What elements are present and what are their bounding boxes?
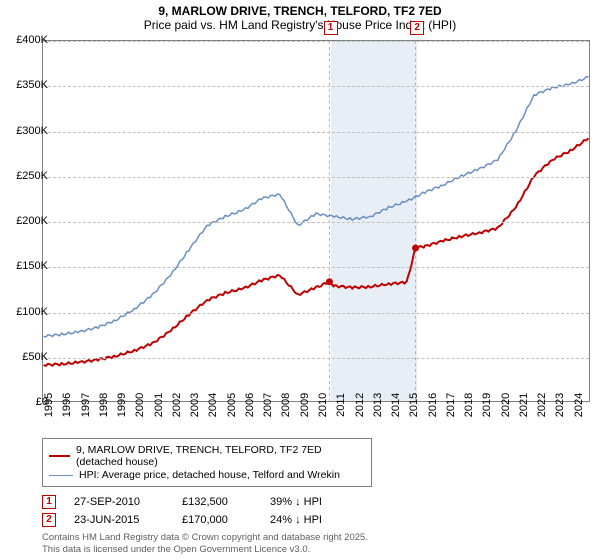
gridline-h (43, 132, 589, 133)
y-tick-label: £0 (6, 396, 48, 408)
x-tick-label: 1998 (98, 393, 110, 417)
point-date: 23-JUN-2015 (74, 514, 164, 526)
x-tick-label: 2000 (134, 393, 146, 417)
x-tick-label: 2021 (518, 393, 530, 417)
y-tick-label: £400K (6, 34, 48, 46)
gridline-h (43, 222, 589, 223)
x-tick-label: 2016 (427, 393, 439, 417)
point-price: £132,500 (182, 496, 252, 508)
x-tick-label: 2006 (244, 393, 256, 417)
x-tick-label: 2015 (408, 393, 420, 417)
x-tick-label: 2017 (445, 393, 457, 417)
x-tick-label: 2023 (554, 393, 566, 417)
marker-label: 2 (410, 21, 424, 35)
legend-row: HPI: Average price, detached house, Telf… (49, 469, 365, 481)
x-tick-label: 2002 (171, 393, 183, 417)
footer-line2: This data is licensed under the Open Gov… (42, 544, 368, 556)
legend-line-swatch (49, 455, 70, 457)
gridline-h (43, 358, 589, 359)
x-tick-label: 2022 (536, 393, 548, 417)
y-tick-label: £250K (6, 170, 48, 182)
series-line (44, 77, 589, 337)
gridline-h (43, 267, 589, 268)
point-row: 2 23-JUN-2015 £170,000 24% ↓ HPI (42, 511, 590, 529)
y-tick-label: £350K (6, 79, 48, 91)
plot-svg (43, 41, 589, 401)
legend-line-swatch (49, 475, 73, 476)
x-tick-label: 2003 (189, 393, 201, 417)
legend-row: 9, MARLOW DRIVE, TRENCH, TELFORD, TF2 7E… (49, 444, 365, 468)
series-line (44, 138, 589, 366)
x-tick-label: 2010 (317, 393, 329, 417)
legend-label: HPI: Average price, detached house, Telf… (79, 469, 340, 481)
chart-title: 9, MARLOW DRIVE, TRENCH, TELFORD, TF2 7E… (0, 0, 600, 34)
point-date: 27-SEP-2010 (74, 496, 164, 508)
sale-point-dot (326, 278, 333, 285)
x-tick-label: 2024 (573, 393, 585, 417)
x-tick-label: 2008 (280, 393, 292, 417)
sale-point-dot (412, 245, 419, 252)
gridline-h (43, 313, 589, 314)
y-tick-label: £300K (6, 125, 48, 137)
x-tick-label: 2011 (335, 393, 347, 417)
point-price: £170,000 (182, 514, 252, 526)
title-line2: Price paid vs. HM Land Registry's House … (0, 18, 600, 32)
x-tick-label: 1996 (61, 393, 73, 417)
legend-and-points: 9, MARLOW DRIVE, TRENCH, TELFORD, TF2 7E… (42, 438, 590, 529)
x-tick-label: 2007 (262, 393, 274, 417)
x-tick-label: 2005 (226, 393, 238, 417)
chart-container: 9, MARLOW DRIVE, TRENCH, TELFORD, TF2 7E… (0, 0, 600, 560)
point-pct: 39% ↓ HPI (270, 496, 350, 508)
x-tick-label: 1997 (80, 393, 92, 417)
marker-label: 1 (324, 21, 338, 35)
x-tick-label: 2013 (372, 393, 384, 417)
x-tick-label: 2014 (390, 393, 402, 417)
x-tick-label: 2004 (207, 393, 219, 417)
y-tick-label: £150K (6, 260, 48, 272)
footer-line1: Contains HM Land Registry data © Crown c… (42, 532, 368, 544)
plot-area: 1995199619971998199920002001200220032004… (42, 40, 590, 402)
y-tick-label: £100K (6, 306, 48, 318)
x-tick-label: 1999 (116, 393, 128, 417)
x-tick-label: 2020 (500, 393, 512, 417)
gridline-h (43, 177, 589, 178)
legend-label: 9, MARLOW DRIVE, TRENCH, TELFORD, TF2 7E… (76, 444, 365, 468)
x-tick-label: 2009 (299, 393, 311, 417)
point-marker: 1 (42, 495, 56, 509)
legend-box: 9, MARLOW DRIVE, TRENCH, TELFORD, TF2 7E… (42, 438, 372, 487)
point-marker: 2 (42, 513, 56, 527)
x-tick-label: 2019 (481, 393, 493, 417)
gridline-h (43, 41, 589, 42)
point-pct: 24% ↓ HPI (270, 514, 350, 526)
points-table: 1 27-SEP-2010 £132,500 39% ↓ HPI 2 23-JUN-201… (42, 493, 590, 529)
y-tick-label: £50K (6, 351, 48, 363)
y-tick-label: £200K (6, 215, 48, 227)
point-row: 1 27-SEP-2010 £132,500 39% ↓ HPI (42, 493, 590, 511)
x-tick-label: 2001 (153, 393, 165, 417)
title-line1: 9, MARLOW DRIVE, TRENCH, TELFORD, TF2 7E… (0, 4, 600, 18)
gridline-h (43, 86, 589, 87)
x-tick-label: 2018 (463, 393, 475, 417)
footer-text: Contains HM Land Registry data © Crown c… (42, 532, 368, 556)
x-tick-label: 2012 (354, 393, 366, 417)
